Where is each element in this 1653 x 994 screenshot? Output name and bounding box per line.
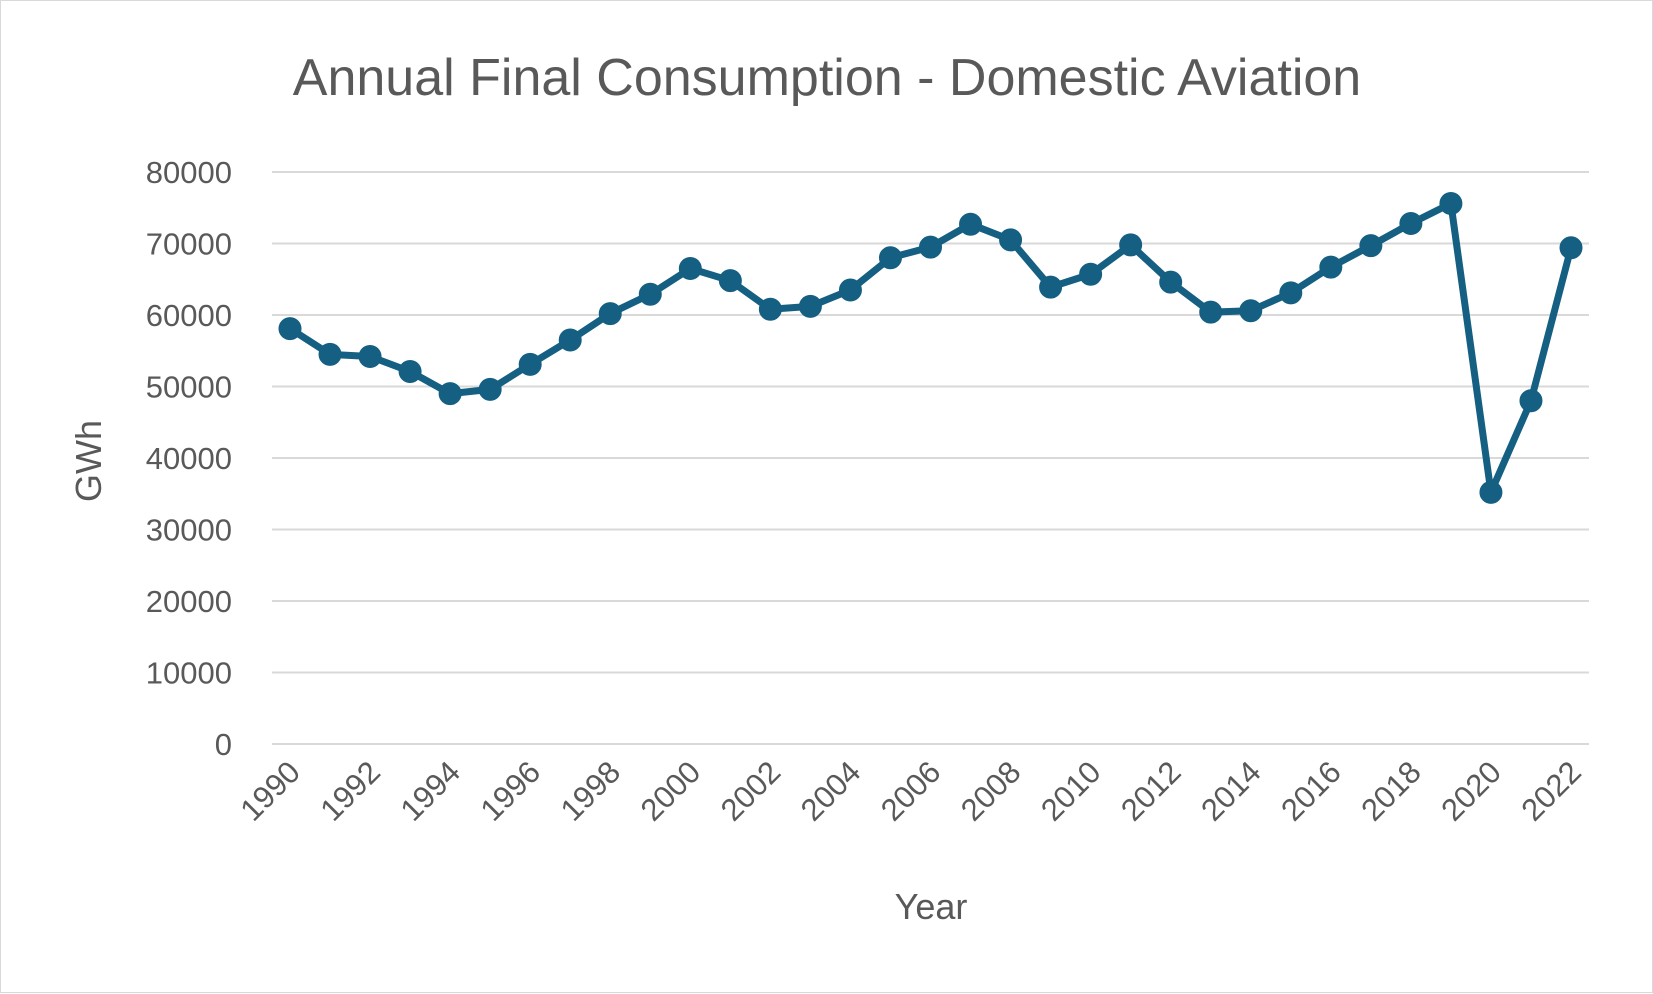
data-point [1279, 281, 1303, 305]
data-point [999, 228, 1023, 252]
data-point [318, 342, 342, 366]
y-tick-label: 40000 [146, 441, 232, 476]
x-tick-label: 1996 [474, 754, 548, 828]
x-tick-label: 2018 [1354, 754, 1428, 828]
data-point [878, 246, 902, 270]
data-point [758, 297, 782, 321]
x-tick-label: 1990 [233, 754, 307, 828]
x-tick-label: 2006 [874, 754, 948, 828]
data-point [1039, 275, 1063, 299]
x-tick-label: 2004 [794, 754, 868, 828]
y-axis-ticks: 0 10000 20000 30000 40000 50000 60000 70000 8000… [146, 155, 232, 762]
data-point [838, 278, 862, 302]
data-point [438, 382, 462, 406]
x-tick-label: 1994 [394, 754, 468, 828]
data-point [1239, 299, 1263, 323]
data-point [1479, 480, 1503, 504]
x-tick-label: 1998 [554, 754, 628, 828]
x-tick-label: 2020 [1434, 754, 1508, 828]
data-point [398, 359, 422, 383]
y-tick-label: 80000 [146, 155, 232, 190]
data-point [919, 235, 942, 259]
x-tick-label: 2008 [954, 754, 1028, 828]
y-tick-label: 10000 [146, 656, 232, 691]
data-point [1079, 262, 1103, 286]
data-point [598, 302, 622, 326]
x-tick-label: 2000 [634, 754, 708, 828]
chart-title: Annual Final Consumption - Domestic Avia… [293, 49, 1361, 107]
data-point [1159, 270, 1183, 294]
data-point [1519, 389, 1543, 413]
y-tick-label: 0 [215, 727, 232, 762]
data-point [1119, 233, 1143, 257]
series-group [278, 191, 1583, 504]
data-point [1199, 300, 1223, 324]
y-tick-label: 60000 [146, 298, 232, 333]
data-point [959, 212, 983, 236]
data-point [678, 257, 702, 281]
x-tick-label: 2002 [714, 754, 788, 828]
data-point [1399, 211, 1423, 235]
data-point [798, 294, 822, 318]
data-point [278, 317, 302, 341]
data-point [358, 344, 382, 368]
x-axis-ticks: 1990 1992 1994 1996 1998 2000 2002 2004 2006 2008… [233, 754, 1588, 828]
data-point [1559, 236, 1583, 260]
data-point [638, 282, 662, 306]
x-tick-label: 2010 [1034, 754, 1108, 828]
x-tick-label: 1992 [313, 754, 387, 828]
x-tick-label: 2014 [1194, 754, 1268, 828]
y-tick-label: 30000 [146, 513, 232, 548]
x-tick-label: 2016 [1274, 754, 1348, 828]
y-tick-label: 70000 [146, 227, 232, 262]
y-tick-label: 20000 [146, 584, 232, 619]
y-axis-label: GWh [68, 420, 109, 502]
data-point [1359, 234, 1383, 258]
x-tick-label: 2022 [1514, 754, 1588, 828]
data-point [518, 352, 542, 376]
data-point [558, 328, 582, 352]
data-point [1439, 191, 1463, 215]
data-point [718, 269, 742, 293]
data-point [1319, 255, 1343, 279]
x-tick-label: 2012 [1114, 754, 1188, 828]
data-point [478, 377, 502, 401]
y-tick-label: 50000 [146, 370, 232, 405]
x-axis-label: Year [895, 886, 968, 927]
